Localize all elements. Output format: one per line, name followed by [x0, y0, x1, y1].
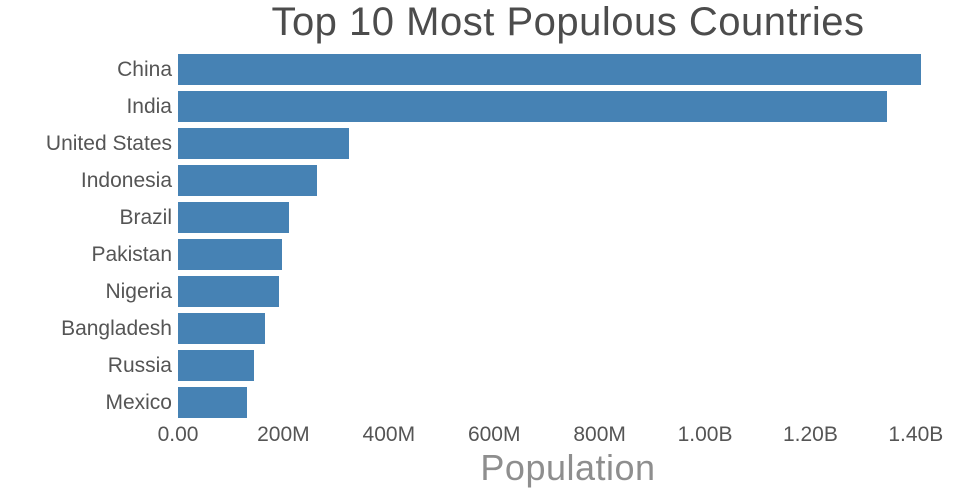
x-tick-label: 1.00B	[677, 423, 733, 446]
bar-pakistan	[178, 239, 283, 270]
x-tick-label: 0.00	[157, 423, 199, 446]
bar-indonesia	[178, 165, 318, 196]
bar-row: Indonesia	[0, 162, 958, 199]
category-label: United States	[45, 131, 172, 155]
bar-india	[178, 91, 887, 122]
x-axis: 0.00 200M 400M 600M 800M 1.00B 1.20B 1.40B	[158, 423, 958, 451]
bar-row: India	[0, 88, 958, 125]
chart-title: Top 10 Most Populous Countries	[271, 0, 865, 44]
x-tick-label: 800M	[573, 423, 626, 446]
bar-row: Pakistan	[0, 236, 958, 273]
bar-track	[178, 202, 958, 233]
x-tick-label: 400M	[362, 423, 416, 446]
bar-track	[178, 350, 958, 381]
category-label: Russia	[107, 353, 172, 377]
x-tick-label: 1.20B	[782, 423, 838, 446]
bar-track	[178, 313, 958, 344]
bar-track	[178, 165, 958, 196]
bar-row: Nigeria	[0, 273, 958, 310]
category-label: China	[117, 57, 172, 81]
category-label: Bangladesh	[61, 316, 172, 340]
bar-row: Mexico	[0, 384, 958, 421]
bar-row: United States	[0, 125, 958, 162]
category-label: India	[126, 94, 172, 118]
category-label: Mexico	[105, 390, 172, 414]
bar-track	[178, 239, 958, 270]
bar-nigeria	[178, 276, 280, 307]
bar-track	[178, 54, 958, 85]
category-label: Pakistan	[91, 242, 172, 266]
bar-china	[178, 54, 922, 85]
category-label: Brazil	[119, 205, 172, 229]
bar-row: Bangladesh	[0, 310, 958, 347]
bar-track	[178, 387, 958, 418]
bar-row: Brazil	[0, 199, 958, 236]
x-axis-label: Population	[480, 447, 656, 488]
bar-track	[178, 276, 958, 307]
x-tick-label: 1.40B	[888, 423, 944, 446]
x-axis-label-container: Population	[178, 447, 958, 489]
plot-area: China India United States Indonesia Brazil Pa…	[0, 51, 958, 421]
bar-track	[178, 91, 958, 122]
bar-russia	[178, 350, 254, 381]
bar-track	[178, 128, 958, 159]
bar-bangladesh	[178, 313, 265, 344]
bar-brazil	[178, 202, 289, 233]
x-tick-label: 200M	[257, 423, 310, 446]
bar-mexico	[178, 387, 247, 418]
x-tick-label: 600M	[467, 423, 521, 446]
category-label: Nigeria	[105, 279, 172, 303]
bar-row: China	[0, 51, 958, 88]
category-label: Indonesia	[80, 168, 172, 192]
bar-united-states	[178, 128, 350, 159]
bar-row: Russia	[0, 347, 958, 384]
